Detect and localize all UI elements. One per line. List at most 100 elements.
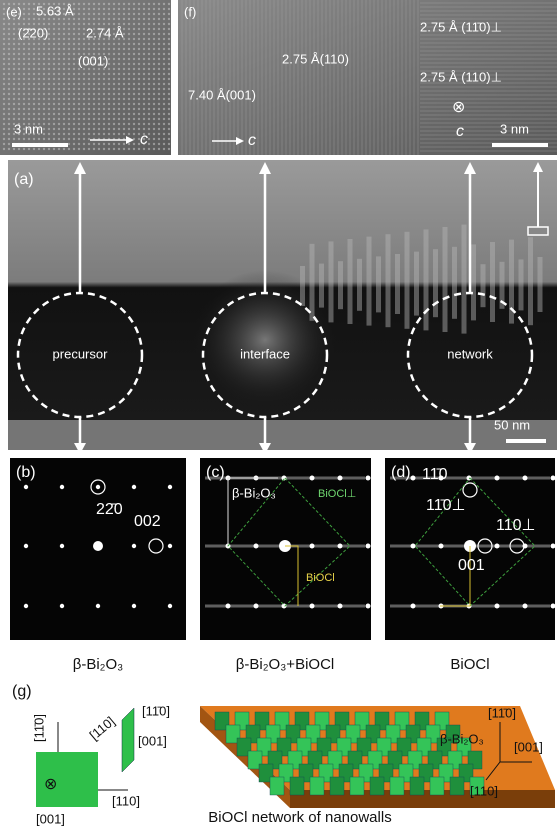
atom-column (83, 8, 85, 10)
atom-column (18, 53, 20, 55)
atom-column (148, 118, 150, 120)
atom-column (68, 83, 70, 85)
atom-column (93, 93, 95, 95)
atom-column (13, 63, 15, 65)
atom-column (18, 58, 20, 60)
atom-column (63, 103, 65, 105)
atom-column (73, 33, 75, 35)
atom-column (118, 48, 120, 50)
atom-column (78, 138, 80, 140)
atom-column (153, 143, 155, 145)
atom-column (158, 3, 160, 5)
atom-column (23, 98, 25, 100)
atom-column (158, 18, 160, 20)
caption: β-Bi₂O₃ (73, 656, 124, 673)
axis-label: [110] (86, 713, 117, 742)
atom-column (103, 3, 105, 5)
atom-column (168, 18, 170, 20)
atom-column (23, 113, 25, 115)
atom-column (128, 13, 130, 15)
atom-column (148, 108, 150, 110)
atom-column (8, 138, 10, 140)
atom-column (43, 73, 45, 75)
zone: (001) (78, 53, 108, 68)
atom-column (113, 148, 115, 150)
atom-column (153, 48, 155, 50)
atom-column (98, 118, 100, 120)
fringe: 2.75 Å(110) (282, 51, 349, 66)
atom-column (58, 78, 60, 80)
atom-column (133, 143, 135, 145)
spot (168, 485, 172, 489)
atom-column (153, 103, 155, 105)
atom-column (38, 63, 40, 65)
atom-column (58, 28, 60, 30)
atom-column (103, 118, 105, 120)
atom-column (153, 138, 155, 140)
atom-column (158, 143, 160, 145)
atom-column (48, 58, 50, 60)
atom-column (23, 18, 25, 20)
atom-column (133, 118, 135, 120)
atom-column (63, 28, 65, 30)
atom-column (153, 68, 155, 70)
atom-column (68, 128, 70, 130)
atom-column (148, 33, 150, 35)
atom-column (128, 93, 130, 95)
atom-column (133, 8, 135, 10)
atom-column (38, 118, 40, 120)
atom-column (93, 148, 95, 150)
atom-column (58, 103, 60, 105)
atom-column (118, 88, 120, 90)
atom-column (73, 23, 75, 25)
atom-column (68, 28, 70, 30)
atom-column (53, 98, 55, 100)
atom-column (98, 78, 100, 80)
wall-contrast (443, 227, 448, 332)
atom-column (138, 103, 140, 105)
atom-column (148, 93, 150, 95)
atom-column (123, 18, 125, 20)
atom-column (123, 63, 125, 65)
atom-column (3, 148, 5, 150)
atom-column (88, 148, 90, 150)
atom-column (73, 113, 75, 115)
atom-column (128, 108, 130, 110)
atom-column (68, 78, 70, 80)
spot (411, 544, 416, 549)
atom-column (78, 38, 80, 40)
atom-column (168, 88, 170, 90)
atom-column (78, 133, 80, 135)
atom-column (133, 93, 135, 95)
atom-column (8, 133, 10, 135)
spot (495, 476, 500, 481)
atom-column (3, 43, 5, 45)
plane: (2̄20) (18, 25, 48, 40)
atom-column (153, 23, 155, 25)
wall-contrast (471, 244, 476, 320)
spot-label: 11̄0⊥ (426, 497, 465, 514)
atom-column (103, 8, 105, 10)
atom-column (163, 83, 165, 85)
atom-column (83, 83, 85, 85)
atom-column (123, 8, 125, 10)
atom-column (123, 73, 125, 75)
scale-bar-label: 50 nm (494, 417, 530, 432)
atom-column (113, 3, 115, 5)
atom-column (133, 148, 135, 150)
atom-column (143, 118, 145, 120)
atom-column (138, 33, 140, 35)
atom-column (63, 93, 65, 95)
atom-column (48, 53, 50, 55)
atom-column (148, 103, 150, 105)
spot (132, 485, 136, 489)
atom-column (93, 143, 95, 145)
atom-column (18, 48, 20, 50)
atom-column (158, 58, 160, 60)
atom-column (138, 128, 140, 130)
atom-column (43, 83, 45, 85)
atom-column (118, 63, 120, 65)
atom-column (153, 58, 155, 60)
spot (96, 604, 100, 608)
atom-column (8, 88, 10, 90)
